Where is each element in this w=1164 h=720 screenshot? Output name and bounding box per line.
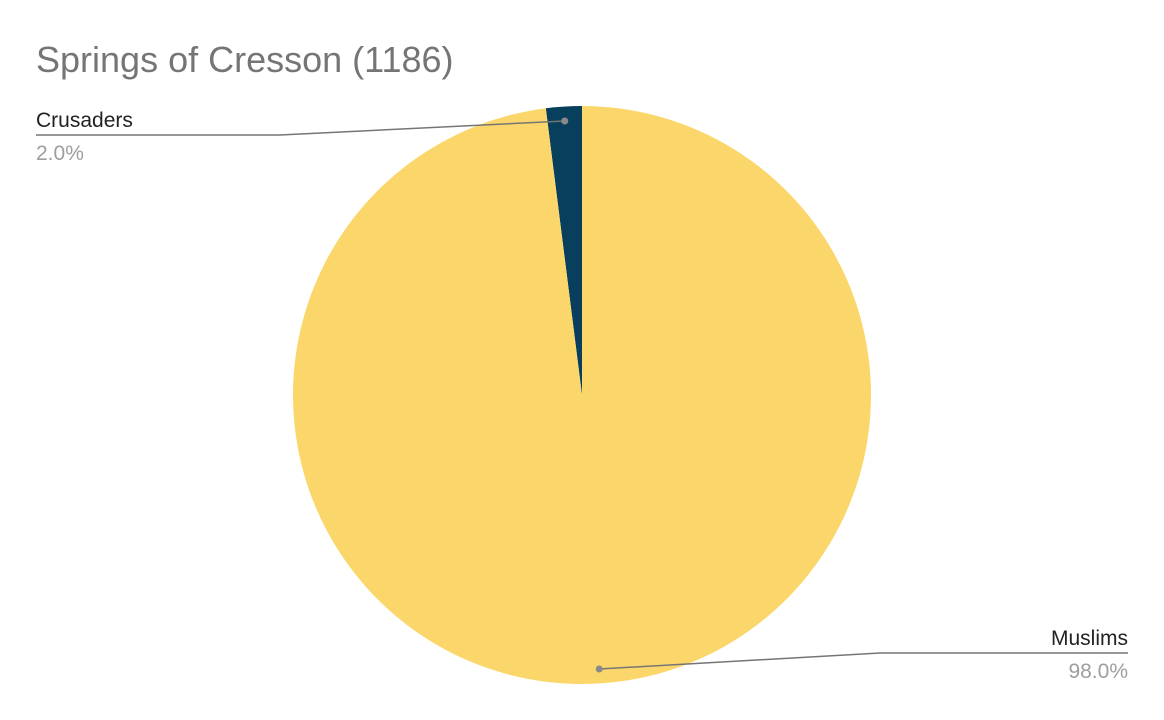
leader-line [599,652,1128,670]
leader-dot [561,117,569,125]
pie-slice-muslims [293,106,872,684]
slice-label: Muslims [1051,627,1128,650]
slice-labels: Crusaders 2.0% Muslims 98.0% [36,109,1128,683]
slice-percent-label: 98.0% [1068,660,1128,683]
pie-slices [293,106,872,684]
slice-label: Crusaders [36,109,133,132]
leader-line [36,120,565,136]
pie-slice-crusaders [545,106,582,395]
chart-title: Springs of Cresson (1186) [36,39,454,80]
leader-lines [36,117,1128,673]
leader-dot [595,665,603,673]
slice-percent-label: 2.0% [36,142,84,165]
